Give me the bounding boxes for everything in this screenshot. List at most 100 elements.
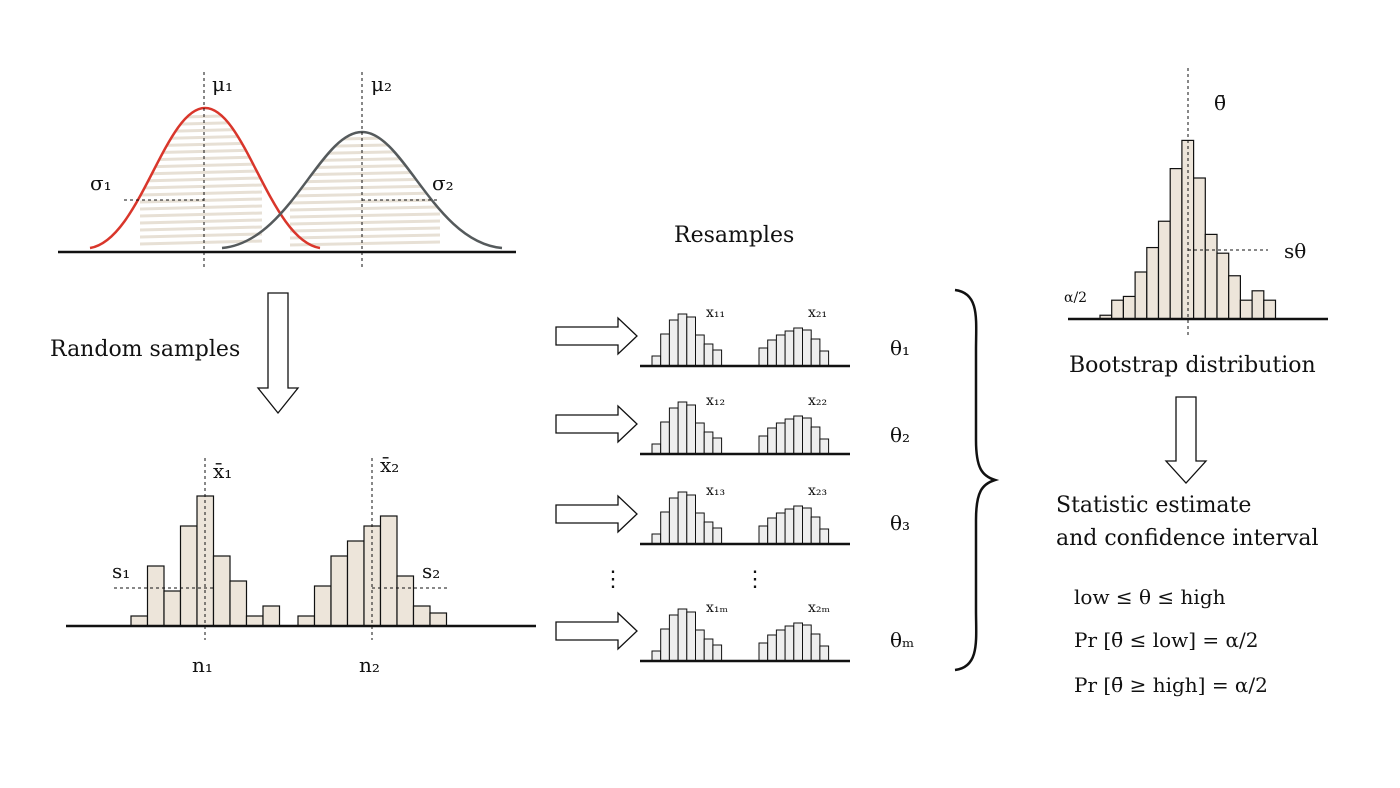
hatch-stroke xyxy=(139,176,263,183)
n1-label: n₁ xyxy=(192,653,213,677)
resample-bar xyxy=(703,521,714,545)
resample-bar xyxy=(810,633,821,662)
bootstrap-bar xyxy=(1111,299,1124,320)
resample-bar xyxy=(695,512,705,545)
resample-group2-label: x₂ₘ xyxy=(808,600,831,616)
hatch-stroke xyxy=(139,183,263,190)
hatch-stroke xyxy=(289,240,441,247)
sample-bar xyxy=(396,575,415,627)
sample-bar xyxy=(163,590,182,627)
hatch-stroke xyxy=(139,134,263,141)
resample-bar xyxy=(712,349,723,367)
s1-label: s₁ xyxy=(112,559,130,583)
hatch-stroke xyxy=(139,120,263,127)
resample-row: x₁ₘ x₂ₘ xyxy=(555,600,850,663)
hatch-stroke xyxy=(289,191,441,198)
sample-bar xyxy=(212,555,231,627)
resample-bar xyxy=(758,435,769,455)
resample-bar xyxy=(810,426,821,455)
resample-bar xyxy=(677,491,688,545)
resample-bar xyxy=(758,525,769,545)
resample-bar xyxy=(703,431,714,455)
resample-arrow xyxy=(555,316,638,356)
resample-bar xyxy=(802,624,812,662)
thetam-label: θₘ xyxy=(890,628,914,652)
ci-formula-3: Pr [θ̄ ≥ high] = α/2 xyxy=(1074,673,1268,697)
sample-bar xyxy=(146,565,165,627)
resample-bar xyxy=(668,407,679,455)
resample-group2-label: x₂₂ xyxy=(808,393,827,409)
hatch-stroke xyxy=(139,225,263,232)
bootstrap-distribution-label: Bootstrap distribution xyxy=(1069,353,1316,378)
resample-bar xyxy=(810,516,821,545)
hatch-stroke xyxy=(289,219,441,226)
s2-label: s₂ xyxy=(422,559,440,583)
resample-bar xyxy=(703,638,714,662)
resample-arrow xyxy=(555,611,638,651)
sigma2-label: σ₂ xyxy=(432,171,454,195)
resample-bar xyxy=(677,401,688,455)
resample-bar xyxy=(802,417,812,455)
sample-bar xyxy=(313,585,332,627)
theta1-label: θ₁ xyxy=(890,336,910,360)
sample-1-histogram xyxy=(130,495,281,627)
random-samples-arrow xyxy=(256,292,300,415)
thetabar-label: θ̄ xyxy=(1214,91,1226,115)
resample-bar xyxy=(651,650,662,662)
resample-bar xyxy=(660,333,670,367)
estimate-arrow xyxy=(1164,396,1208,484)
mu1-label: μ₁ xyxy=(212,72,233,96)
resample-bar xyxy=(712,437,723,455)
resample-row: x₁₂ x₂₂ xyxy=(555,393,850,456)
sample-bar xyxy=(297,615,316,627)
bootstrap-bar xyxy=(1192,177,1206,320)
resample-bar xyxy=(793,415,803,455)
resample-bar xyxy=(784,625,795,662)
resample-bar xyxy=(660,628,670,662)
ci-formula-2: Pr [θ̄ ≤ low] = α/2 xyxy=(1074,628,1259,652)
resample-bar xyxy=(819,350,830,367)
resample-bar xyxy=(775,334,786,367)
resample-bar xyxy=(819,645,830,662)
resample-group1-label: x₁ₘ xyxy=(706,600,729,616)
resample-bar xyxy=(668,497,679,545)
hatch-stroke xyxy=(289,226,441,233)
resample-dots-mid: ⋮ xyxy=(744,567,766,592)
bootstrap-bar xyxy=(1134,271,1148,320)
bootstrap-histogram xyxy=(1099,139,1277,320)
resample-arrow xyxy=(555,404,638,444)
resample-bar xyxy=(784,418,795,455)
hatch-stroke xyxy=(289,233,441,240)
resample-bar xyxy=(775,629,786,662)
hatch-stroke xyxy=(139,197,263,204)
resample-bar xyxy=(767,517,777,545)
sample-bar xyxy=(412,605,431,627)
hatch-stroke xyxy=(289,156,441,163)
resample-bar xyxy=(775,512,786,545)
sample-bar xyxy=(330,555,349,627)
ci-formula-1: low ≤ θ ≤ high xyxy=(1074,585,1226,609)
bootstrap-distribution: θ̄ sθ α/2 Bootstrap distribution xyxy=(1064,68,1328,378)
resample-bar xyxy=(651,443,662,455)
resample-bar xyxy=(767,427,777,455)
hatch-stroke xyxy=(139,232,263,239)
resample-bar xyxy=(819,528,830,545)
bootstrap-bar xyxy=(1204,233,1218,320)
bootstrap-bar xyxy=(1157,220,1171,320)
hatch-stroke xyxy=(139,148,263,155)
resample-bar xyxy=(660,421,670,455)
bootstrap-bar xyxy=(1228,275,1241,320)
resample-bar xyxy=(793,622,803,662)
resample-bar xyxy=(712,644,723,662)
resample-bar xyxy=(677,313,688,367)
s-theta-label: sθ xyxy=(1284,239,1306,263)
sample-bar xyxy=(429,612,448,627)
bootstrap-bar xyxy=(1169,168,1183,320)
resamples-group: x₁₁ x₂₁ x₁₂ x₂₂ x₁₃ x₂₃ x₁ₘ x₂ₘ xyxy=(555,305,850,663)
estimate-title-line1: Statistic estimate xyxy=(1056,493,1251,518)
resample-bar xyxy=(695,334,705,367)
hatch-stroke xyxy=(139,204,263,211)
hatch-stroke xyxy=(139,190,263,197)
resample-bar xyxy=(775,422,786,455)
